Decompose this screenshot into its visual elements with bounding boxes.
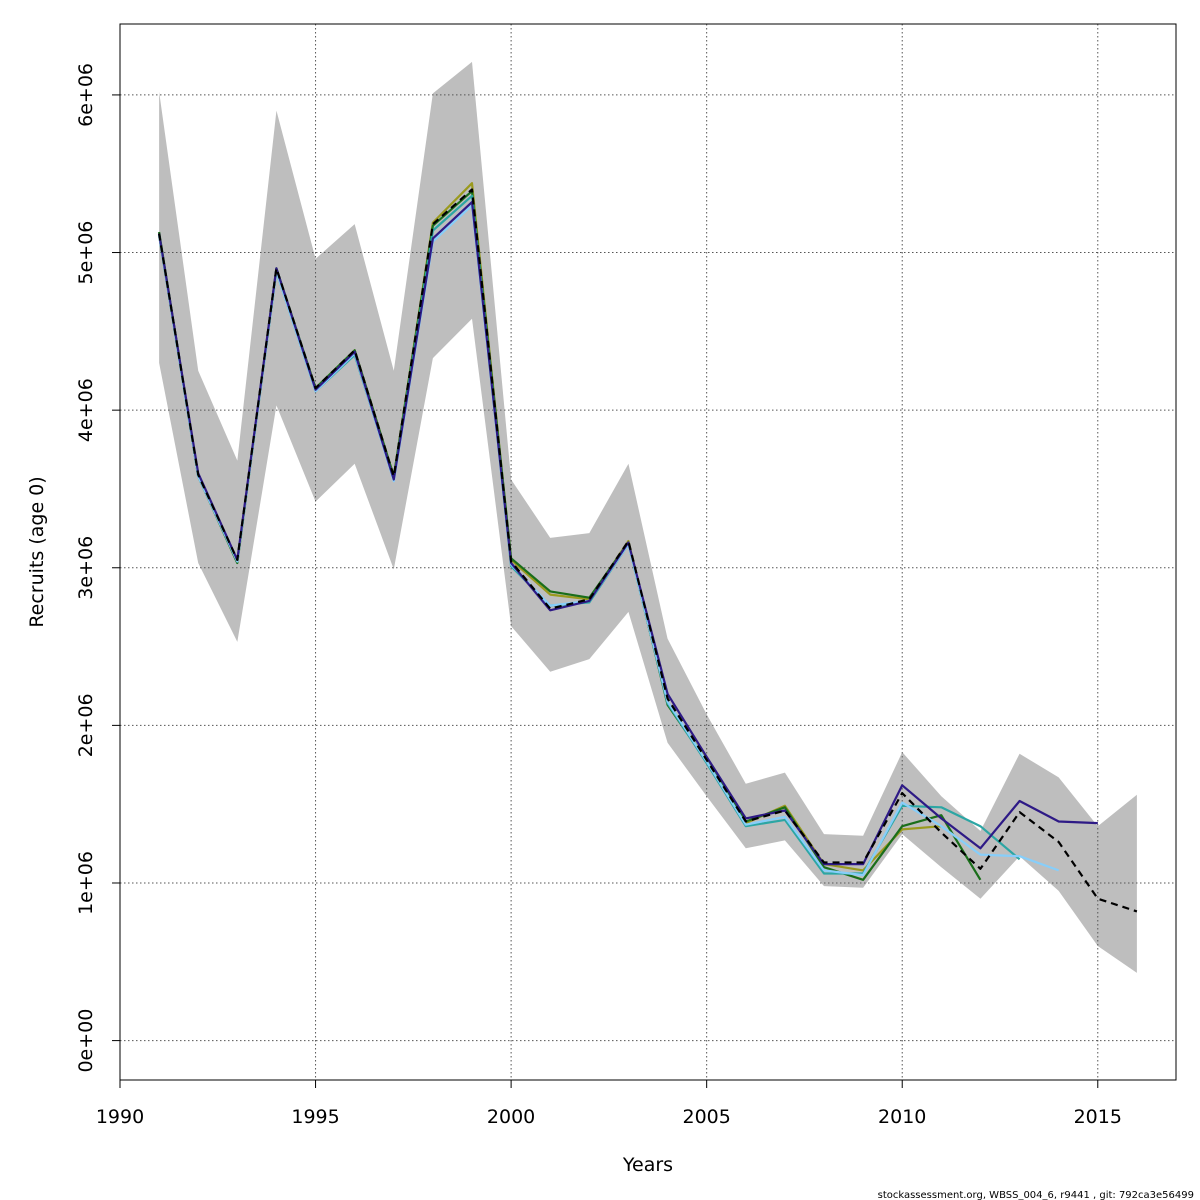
x-tick-label: 1995	[291, 1106, 339, 1128]
y-axis-title: Recruits (age 0)	[26, 476, 48, 627]
x-tick-label: 1990	[96, 1106, 144, 1128]
x-tick-label: 2015	[1074, 1106, 1122, 1128]
y-tick-label: 0e+00	[75, 1009, 97, 1073]
footnote: stockassessment.org, WBSS_004_6, r9441 ,…	[878, 1190, 1194, 1200]
y-tick-label: 5e+06	[75, 221, 97, 285]
series-layer	[158, 182, 1138, 913]
x-tick-label: 2010	[878, 1106, 926, 1128]
y-tick-label: 6e+06	[75, 63, 97, 127]
x-tick-label: 2000	[487, 1106, 535, 1128]
y-tick-label: 1e+06	[75, 851, 97, 915]
y-tick-label: 3e+06	[75, 536, 97, 600]
series-line-0	[158, 188, 1138, 913]
x-tick-label: 2005	[682, 1106, 730, 1128]
x-axis-title: Years	[622, 1154, 673, 1176]
y-tick-label: 4e+06	[75, 378, 97, 442]
y-axis: 0e+00 1e+06 2e+06 3e+06 4e+06 5e+06 6e+06	[75, 63, 121, 1073]
x-axis: 1990 1995 2000 2005 2010 2015	[96, 1079, 1122, 1128]
y-tick-label: 2e+06	[75, 693, 97, 757]
grid-layer	[119, 24, 1176, 1080]
series-line-1	[158, 201, 1098, 866]
